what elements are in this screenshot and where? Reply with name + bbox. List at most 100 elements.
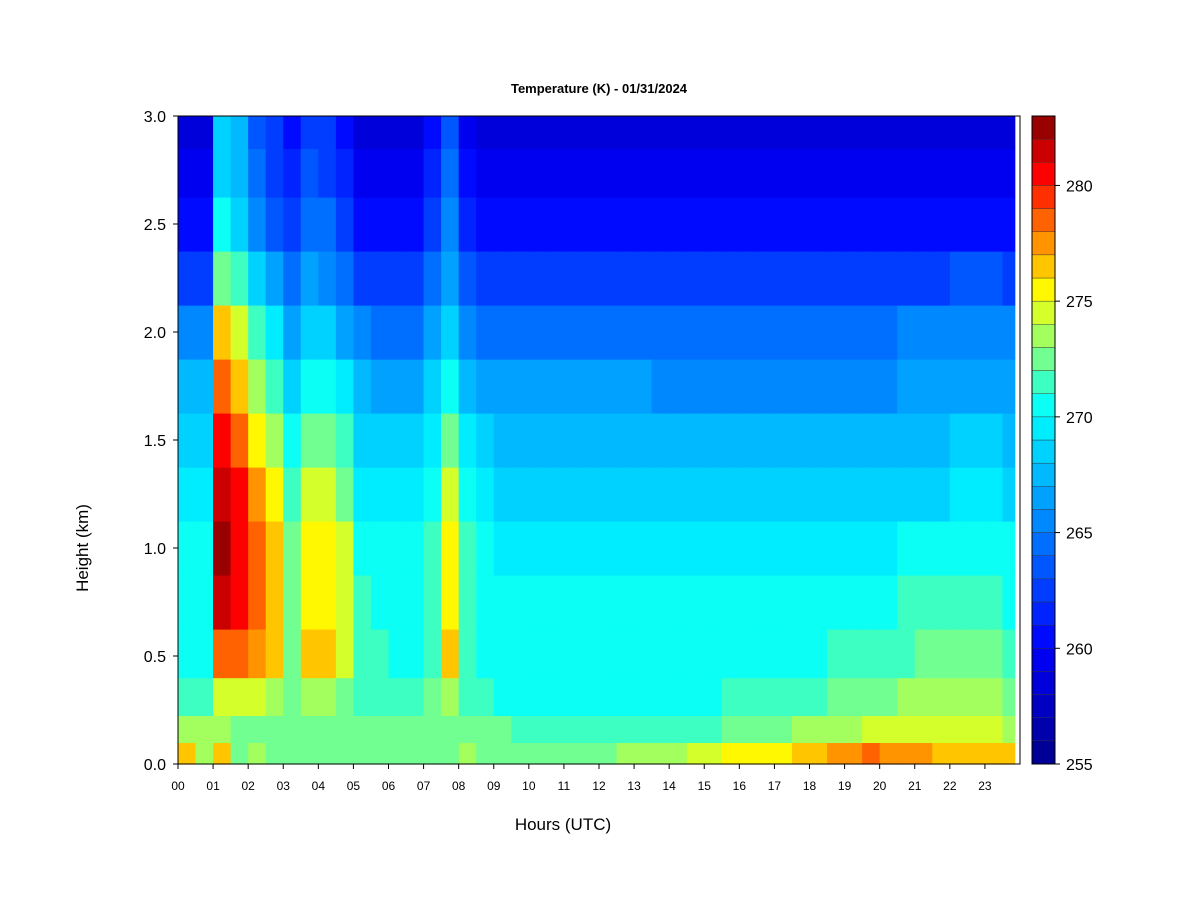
heatmap-cell xyxy=(370,629,390,679)
heatmap-cell xyxy=(563,715,583,743)
heatmap-cell xyxy=(949,677,968,716)
heatmap-cell xyxy=(441,629,460,679)
heatmap-cell xyxy=(844,677,863,716)
heatmap-cell xyxy=(388,715,407,743)
heatmap-cell xyxy=(406,575,425,630)
heatmap-cell xyxy=(967,521,986,576)
heatmap-cell xyxy=(932,467,951,522)
heatmap-cell xyxy=(265,575,284,630)
heatmap-cell xyxy=(528,715,547,743)
x-tick-label: 16 xyxy=(733,779,747,793)
heatmap-cell xyxy=(669,413,688,468)
heatmap-cell xyxy=(458,148,477,198)
x-tick-label: 03 xyxy=(277,779,291,793)
heatmap-cell xyxy=(756,148,776,198)
heatmap-cell xyxy=(230,305,249,360)
heatmap-cell xyxy=(739,413,758,468)
heatmap-cell xyxy=(721,467,740,522)
heatmap-cell xyxy=(563,521,583,576)
x-tick-label: 11 xyxy=(558,779,571,793)
heatmap-cell xyxy=(827,575,846,630)
heatmap-cell xyxy=(897,575,916,630)
heatmap-cell xyxy=(300,148,319,198)
heatmap-cell xyxy=(406,116,425,149)
colorbar-segment xyxy=(1031,717,1056,742)
heatmap-cell xyxy=(476,413,495,468)
heatmap-cell xyxy=(704,467,723,522)
heatmap-cell xyxy=(476,148,495,198)
heatmap-cell xyxy=(932,715,951,743)
heatmap-cell xyxy=(283,521,302,576)
colorbar-segment xyxy=(1031,578,1056,603)
colorbar-segment xyxy=(1031,138,1056,163)
heatmap-cell xyxy=(949,742,968,765)
heatmap-cell xyxy=(616,359,635,414)
heatmap-cell xyxy=(774,742,793,765)
heatmap-cell xyxy=(862,742,881,765)
heatmap-cell xyxy=(914,521,933,576)
heatmap-cell xyxy=(756,715,776,743)
heatmap-cell xyxy=(406,715,425,743)
heatmap-cell xyxy=(844,413,863,468)
colorbar-tick-label: 270 xyxy=(1066,410,1093,427)
heatmap-cell xyxy=(739,116,758,149)
heatmap-cell xyxy=(581,575,600,630)
heatmap-cell xyxy=(546,251,565,306)
heatmap-cell xyxy=(248,305,267,360)
heatmap-cell xyxy=(984,197,1004,252)
heatmap-cell xyxy=(528,629,547,679)
heatmap-cell xyxy=(1002,467,1016,522)
heatmap-cell xyxy=(318,116,337,149)
heatmap-cell xyxy=(809,715,828,743)
heatmap-cell xyxy=(511,467,530,522)
y-tick-label: 1.0 xyxy=(144,541,166,558)
heatmap-cell xyxy=(774,116,793,149)
heatmap-cell xyxy=(1002,251,1016,306)
colorbar-segment xyxy=(1031,370,1056,394)
heatmap-cell xyxy=(458,677,477,716)
heatmap-cell xyxy=(423,305,442,360)
heatmap-cell xyxy=(213,521,232,576)
heatmap-cell xyxy=(248,629,267,679)
heatmap-cell xyxy=(511,413,530,468)
heatmap-cell xyxy=(300,251,319,306)
heatmap-cell xyxy=(335,521,355,576)
colorbar-tick-label: 265 xyxy=(1066,526,1093,543)
heatmap-cell xyxy=(353,715,372,743)
heatmap-cell xyxy=(862,467,881,522)
heatmap-cell xyxy=(353,467,372,522)
heatmap-cell xyxy=(283,677,302,716)
heatmap-cell xyxy=(651,715,670,743)
heatmap-cell xyxy=(476,116,495,149)
heatmap-cell xyxy=(300,305,319,360)
heatmap-cell xyxy=(984,305,1004,360)
heatmap-cell xyxy=(686,197,705,252)
colorbar-axis: 255 260 265 270 275 280 xyxy=(1055,178,1093,774)
heatmap-cell xyxy=(774,359,793,414)
heatmap-cell xyxy=(423,575,442,630)
heatmap-cell xyxy=(704,742,723,765)
colorbar-segment xyxy=(1031,462,1056,487)
heatmap-cell xyxy=(739,467,758,522)
heatmap-cell xyxy=(581,359,600,414)
heatmap-cell xyxy=(739,251,758,306)
heatmap-cell xyxy=(669,359,688,414)
heatmap-cell xyxy=(493,197,512,252)
heatmap-cell xyxy=(932,521,951,576)
colorbar-segment xyxy=(1031,509,1056,533)
heatmap-cell xyxy=(756,629,776,679)
heatmap-cell xyxy=(441,251,460,306)
heatmap-cell xyxy=(774,413,793,468)
heatmap-cell xyxy=(178,116,197,149)
heatmap-cell xyxy=(335,116,355,149)
heatmap-cell xyxy=(511,521,530,576)
heatmap-cell xyxy=(230,359,249,414)
x-tick-label: 14 xyxy=(662,779,676,793)
heatmap-cell xyxy=(616,677,635,716)
heatmap-cell xyxy=(984,467,1004,522)
heatmap-cell xyxy=(809,629,828,679)
heatmap-cell xyxy=(651,148,670,198)
heatmap-cell xyxy=(265,359,284,414)
heatmap-cell xyxy=(406,148,425,198)
heatmap-cell xyxy=(634,742,653,765)
